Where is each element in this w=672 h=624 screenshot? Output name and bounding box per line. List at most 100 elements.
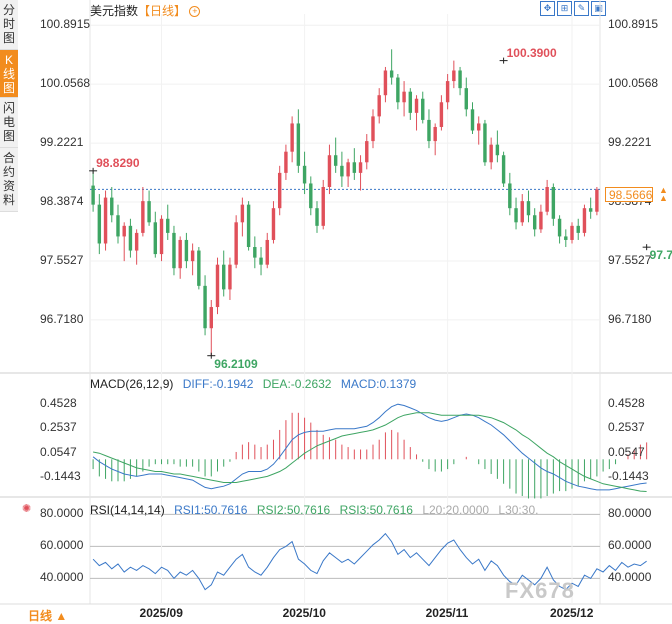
candle [296, 109, 301, 173]
l30-legend: L30:30. [498, 503, 539, 517]
y-tick-label: -0.1443 [608, 468, 649, 483]
candle [290, 116, 294, 163]
sidebar-tab-timeshare[interactable]: 分时图 [0, 0, 18, 50]
x-tick-label: 2025/12 [550, 606, 594, 620]
y-tick-label: 40.0000 [608, 570, 652, 585]
candle [383, 66, 388, 103]
candle [134, 229, 139, 265]
y-tick-label: 60.0000 [40, 538, 84, 553]
candle [190, 243, 195, 276]
candlestick-series [91, 49, 599, 356]
y-tick-label: 0.0547 [608, 444, 645, 459]
rsi1-line [92, 532, 647, 591]
candle [421, 91, 425, 124]
candle [97, 194, 102, 255]
y-tick-label: 99.2221 [40, 135, 84, 150]
rsi2-legend: RSI2:50.7616 [256, 503, 331, 517]
candle [539, 204, 543, 233]
candle [110, 187, 114, 223]
y-tick-label: 99.2221 [608, 135, 652, 150]
period-arrow-icon: ▲ [55, 609, 68, 623]
watermark-logo: FX678 [505, 578, 575, 603]
candle [358, 155, 363, 191]
x-tick-label: 2025/11 [425, 606, 469, 620]
y-tick-label: 80.0000 [608, 506, 652, 521]
expand-icon[interactable]: ✥ [540, 1, 555, 16]
draw-tool-icon[interactable]: ✎ [574, 1, 589, 16]
screenshot-icon[interactable]: ▣ [591, 1, 606, 16]
candle [588, 197, 593, 219]
candle [371, 109, 375, 149]
candle [514, 197, 518, 230]
candle [570, 222, 574, 244]
candle [228, 257, 232, 300]
candle [184, 232, 189, 269]
candle [402, 81, 406, 117]
period-label: 日线 [28, 609, 53, 623]
candle [396, 74, 400, 110]
price-arrows-icon[interactable]: ▲ ▲ [659, 185, 668, 203]
candle [346, 158, 350, 187]
candle [495, 130, 500, 163]
crosshair-icon[interactable]: ⊞ [557, 1, 572, 16]
macd-value-legend: MACD:0.1379 [340, 377, 417, 391]
plus-circle-icon[interactable]: + [189, 6, 201, 18]
y-tick-label: 98.3874 [40, 194, 84, 208]
candle [532, 208, 537, 237]
y-tick-label: 60.0000 [608, 538, 652, 553]
y-tick-label: 97.5527 [40, 252, 84, 267]
macd-diff-legend: DIFF:-0.1942 [182, 377, 254, 391]
candle [439, 95, 444, 131]
y-tick-label: 0.2537 [608, 420, 645, 435]
candle [259, 247, 263, 276]
candle [377, 88, 381, 124]
candle [582, 204, 587, 237]
candle [365, 134, 369, 170]
candle [452, 60, 456, 89]
candle [526, 190, 531, 223]
candle [234, 215, 238, 269]
y-tick-label: 100.8915 [608, 17, 659, 32]
sidebar-tab-kline[interactable]: K线图 [0, 50, 18, 98]
candle [153, 211, 158, 258]
macd-legend: MACD(26,12,9) DIFF:-0.1942 DEA:-0.2632 M… [90, 377, 422, 391]
candle [564, 229, 568, 248]
price-annotation: 100.3900 [506, 45, 557, 60]
rsi1-legend: RSI1:50.7616 [174, 503, 248, 517]
candle [253, 236, 257, 269]
y-tick-label: 100.8915 [40, 17, 91, 32]
candle [508, 172, 512, 216]
candle [315, 201, 319, 233]
settings-gear-icon[interactable]: ✺ [22, 503, 32, 515]
candle [501, 151, 506, 187]
candle [91, 170, 95, 212]
candle [271, 201, 276, 244]
candle [309, 176, 313, 216]
candle [477, 116, 481, 145]
candle [178, 236, 182, 279]
candle [557, 215, 562, 244]
candle [141, 187, 145, 237]
candle [427, 109, 431, 149]
period-tag[interactable]: 【日线】 [138, 4, 187, 18]
candle [340, 151, 344, 187]
candle [352, 148, 357, 180]
macd-histogram [92, 412, 648, 499]
macd-dea-legend: DEA:-0.2632 [262, 377, 332, 391]
candle [222, 250, 226, 297]
macd-lines [92, 403, 647, 492]
dea-line [93, 412, 647, 492]
diff-line [92, 403, 647, 491]
candle [246, 201, 251, 251]
candle [284, 144, 288, 180]
grid-lines [0, 0, 672, 605]
sidebar-tab-flash[interactable]: 闪电图 [0, 98, 18, 148]
period-selector[interactable]: 日线 ▲ [28, 607, 67, 624]
candle [389, 49, 394, 85]
sidebar-tab-contract-info[interactable]: 合约资料 [0, 148, 18, 212]
price-annotation: 97.7479 [649, 248, 672, 263]
y-tick-label: 0.2537 [40, 420, 77, 435]
candle [464, 77, 468, 117]
y-tick-label: 96.7180 [40, 311, 84, 326]
